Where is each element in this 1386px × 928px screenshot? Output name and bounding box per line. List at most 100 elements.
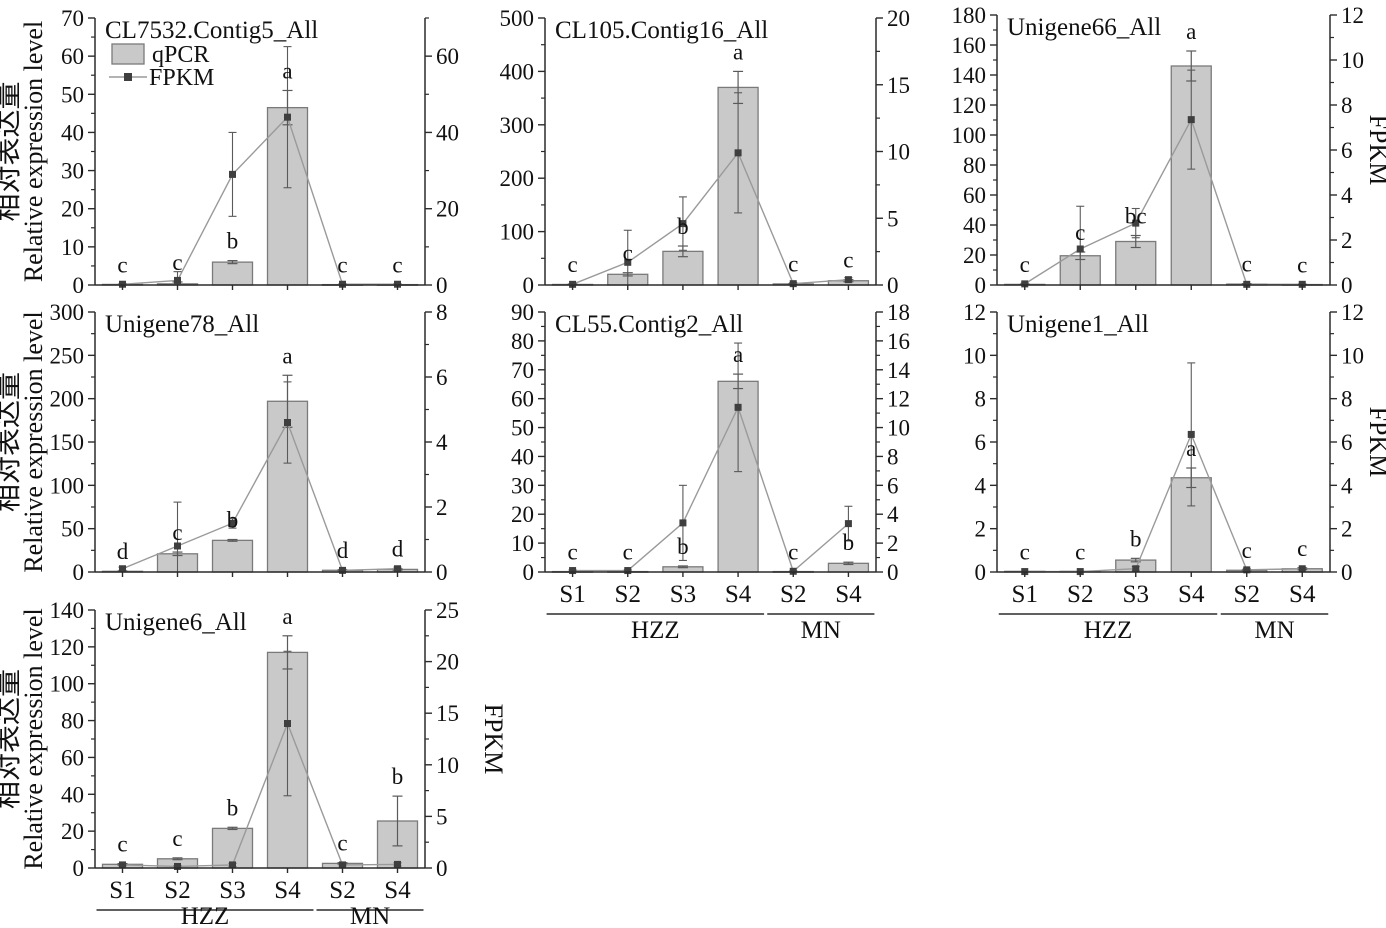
sig-letter-S3: b (227, 795, 239, 820)
left-tick-label: 4 (975, 473, 987, 498)
left-tick-label: 120 (952, 93, 987, 118)
group-label-MN: MN (1254, 617, 1294, 644)
right-tick-label: 10 (887, 416, 910, 441)
fpkm-line (572, 405, 849, 573)
sig-letter-S3: b (227, 508, 239, 533)
left-tick-label: 100 (50, 672, 85, 697)
fpkm-marker-S4 (844, 276, 852, 284)
left-tick-label: 100 (952, 123, 987, 148)
sig-letter-S4: a (733, 342, 743, 367)
sig-letter-S2: c (1242, 252, 1252, 277)
fpkm-marker-S4 (394, 565, 401, 573)
left-tick-label: 0 (73, 560, 85, 585)
sig-letter-S1: c (117, 832, 127, 857)
right-tick-label: 0 (1341, 273, 1353, 298)
group-label-HZZ: HZZ (1084, 617, 1133, 644)
bars-qpcr (101, 400, 419, 573)
fpkm-line (122, 721, 398, 868)
x-label-3: S4 (725, 581, 752, 608)
fpkm-line-series (1021, 362, 1307, 576)
chart-svg-CL7532.Contig5_All: c c b a c c 0 10 20 30 40 50 60 70 0 20 40 60 CL7532.Conti… (0, 6, 459, 298)
left-tick-label: 0 (975, 560, 987, 585)
chart-svg-CL105.Contig16_All: c c b a c c 0 100 200 300 400 500 0 5 10 15 20 CL105.Cont… (500, 6, 911, 298)
left-axis-title-en: Relative expression level (19, 608, 48, 869)
fpkm-marker-S4 (844, 520, 852, 528)
left-tick-label: 40 (61, 782, 84, 807)
fpkm-marker-S2 (1243, 566, 1251, 574)
right-tick-label: 4 (1341, 183, 1353, 208)
left-tick-label: 400 (500, 59, 535, 84)
sig-letter-S2: c (623, 241, 633, 266)
x-label-3: S4 (274, 877, 301, 904)
left-tick-label: 2 (975, 517, 987, 542)
sig-letter-S3: bc (1125, 204, 1147, 229)
left-tick-label: 8 (975, 387, 987, 412)
sig-letter-S2: c (788, 540, 798, 565)
sig-letter-S4: c (1297, 252, 1307, 277)
sig-letters: c c b a c b (567, 342, 854, 564)
sig-letters: c c b a c c (567, 39, 853, 277)
bar-error-bars (677, 373, 854, 569)
sig-letter-S4: c (392, 253, 402, 278)
right-tick-label: 0 (436, 273, 448, 298)
left-tick-label: 20 (511, 502, 534, 527)
chart-title: Unigene66_All (1007, 14, 1161, 41)
chart-svg-CL55.Contig2_All: c c b a c b 0 10 20 30 40 50 60 70 80 90 0 2 4 6 8 10 12 14 16 18… (511, 300, 911, 644)
axes: 0 50 100 150 200 250 300 0 2 4 6 8 (50, 300, 449, 585)
bar-S3 (211, 827, 254, 869)
sig-letter-S2: c (172, 826, 182, 851)
fpkm-line (1024, 432, 1303, 573)
left-tick-label: 40 (511, 444, 534, 469)
legend-qpcr-label: qPCR (152, 42, 209, 68)
group-label-MN: MN (350, 903, 390, 928)
bars-qpcr (551, 86, 870, 286)
left-tick-label: 140 (952, 63, 987, 88)
right-tick-label: 10 (1341, 48, 1364, 73)
right-tick-label: 8 (436, 300, 448, 325)
right-tick-label: 0 (887, 560, 899, 585)
bar-error-bars (117, 635, 403, 866)
sig-letter-S2: c (172, 250, 182, 275)
sig-letters: c c b a c c (117, 58, 402, 277)
right-tick-label: 4 (887, 502, 899, 527)
chart-Unigene78_All: d c b a d d 0 50 100 150 200 250 300 0 2 4 6 8 Unigene78_A… (0, 300, 500, 605)
left-tick-label: 150 (50, 430, 85, 455)
bar-error-bars (1019, 50, 1308, 286)
right-axis-title: FPKM (1364, 115, 1386, 186)
fpkm-marker-S4 (1187, 116, 1195, 124)
fpkm-marker-S1 (119, 565, 126, 573)
right-tick-label: 5 (887, 206, 899, 231)
left-axis-title-cn: 相对表达量 (0, 372, 24, 512)
bar-error-bars (567, 70, 854, 286)
sig-letter-S2: c (172, 520, 182, 545)
x-label-1: S2 (164, 877, 190, 904)
chart-svg-Unigene1_All: c c b a c c 0 2 4 6 8 10 12 0 2 4 6 8 10 12 Unigene1_All S1 S2… (963, 300, 1386, 644)
right-tick-label: 6 (887, 473, 899, 498)
bars-qpcr (1004, 65, 1323, 286)
right-tick-label: 8 (1341, 387, 1353, 412)
chart-title: CL105.Contig16_All (555, 17, 768, 44)
chart-CL105.Contig16_All: c c b a c c 0 100 200 300 400 500 0 5 10 15 20 CL105.Cont… (460, 0, 940, 305)
left-tick-label: 0 (523, 273, 535, 298)
sig-letter-S4: c (843, 248, 853, 273)
left-tick-label: 0 (73, 273, 85, 298)
sig-letter-S4: a (733, 39, 743, 64)
right-tick-label: 2 (1341, 517, 1353, 542)
left-tick-label: 120 (50, 635, 85, 660)
fpkm-marker-S2 (1076, 245, 1084, 253)
left-tick-label: 200 (500, 166, 535, 191)
left-tick-label: 250 (50, 343, 85, 368)
sig-letter-S2: c (1075, 539, 1085, 564)
right-tick-label: 14 (887, 358, 911, 383)
fpkm-marker-S3 (679, 220, 687, 228)
right-tick-label: 5 (436, 804, 448, 829)
right-tick-label: 40 (436, 120, 459, 145)
fpkm-line-series (118, 650, 402, 870)
sig-letter-S3: b (1130, 526, 1142, 551)
fpkm-marker-S4 (734, 403, 742, 411)
x-axis-labels: S1 S2 S3 S4 S2 S4 HZZ MN (998, 581, 1329, 644)
left-tick-label: 60 (511, 387, 534, 412)
left-tick-label: 100 (500, 220, 535, 245)
fpkm-marker-S4 (734, 149, 742, 157)
chart-svg-Unigene6_All: c c b a c b 0 20 40 60 80 100 120 140 0 5 10 15 20 25 Unigen… (0, 598, 508, 928)
